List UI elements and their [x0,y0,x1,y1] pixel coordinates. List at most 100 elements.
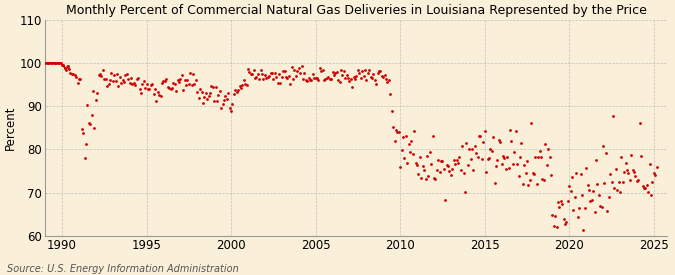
Point [585,199,596,203]
Point [593,193,604,198]
Point [278,69,289,74]
Point [169,82,180,86]
Point [574,206,585,210]
Point [193,96,204,100]
Point [535,149,545,153]
Point [412,163,423,167]
Point [605,172,616,177]
Point [575,172,586,176]
Point [572,215,583,219]
Point [446,173,456,177]
Point [196,90,207,94]
Point [416,176,427,180]
Point [647,180,658,184]
Point [72,81,83,85]
Point [451,157,462,162]
Point [391,128,402,132]
Point [319,78,329,82]
Point [284,74,294,79]
Point [523,183,534,187]
Point [558,217,569,221]
Point [233,87,244,92]
Point [41,61,52,65]
Point [533,155,543,160]
Point [406,139,417,143]
Point [223,91,234,95]
Point [474,134,485,138]
Point [220,94,231,98]
Point [261,75,272,80]
Point [365,75,376,79]
Point [510,128,521,133]
Point [548,224,559,229]
Point [410,161,421,166]
Point [338,69,349,73]
Point [526,121,537,125]
Point [273,72,284,76]
Point [237,82,248,87]
Point [61,68,72,72]
Point [628,169,639,174]
Point [158,79,169,83]
Point [186,83,197,87]
Point [383,77,394,82]
Point [71,75,82,79]
Point [259,73,270,77]
Point [458,171,469,175]
Point [240,82,250,87]
Point [430,177,441,182]
Point [565,189,576,193]
Point [570,194,580,199]
Point [128,81,139,86]
Point [452,160,463,165]
Point [138,78,149,83]
Point [326,77,337,81]
Point [93,72,104,77]
Point [634,121,645,125]
Point [637,183,648,188]
Point [517,182,528,186]
Point [468,167,479,172]
Point [584,188,595,192]
Point [612,188,622,192]
Point [591,158,601,162]
Point [178,87,188,92]
Point [84,121,95,125]
Point [540,142,551,146]
Point [134,87,145,92]
Point [344,79,355,83]
Point [97,68,108,72]
Point [95,72,105,76]
Point [461,141,472,145]
Point [242,67,253,71]
Point [255,68,266,72]
Point [375,69,386,73]
Point [351,74,362,79]
Point [587,197,597,202]
Point [409,129,420,133]
Point [248,68,259,72]
Point [488,134,499,139]
Point [323,75,333,79]
Point [429,176,439,180]
Point [116,80,127,85]
Point [414,155,425,159]
Point [153,90,163,94]
Point [360,68,371,72]
Point [157,81,167,86]
Point [427,134,438,139]
Point [279,68,290,73]
Point [352,67,363,72]
Point [348,74,359,79]
Point [448,158,459,163]
Point [43,61,53,65]
Point [190,78,201,82]
Point [234,84,245,88]
Point [224,106,235,110]
Point [146,82,157,87]
Point [469,144,480,148]
Point [79,156,90,160]
Point [377,73,387,78]
Point [331,70,342,74]
Point [185,71,196,76]
